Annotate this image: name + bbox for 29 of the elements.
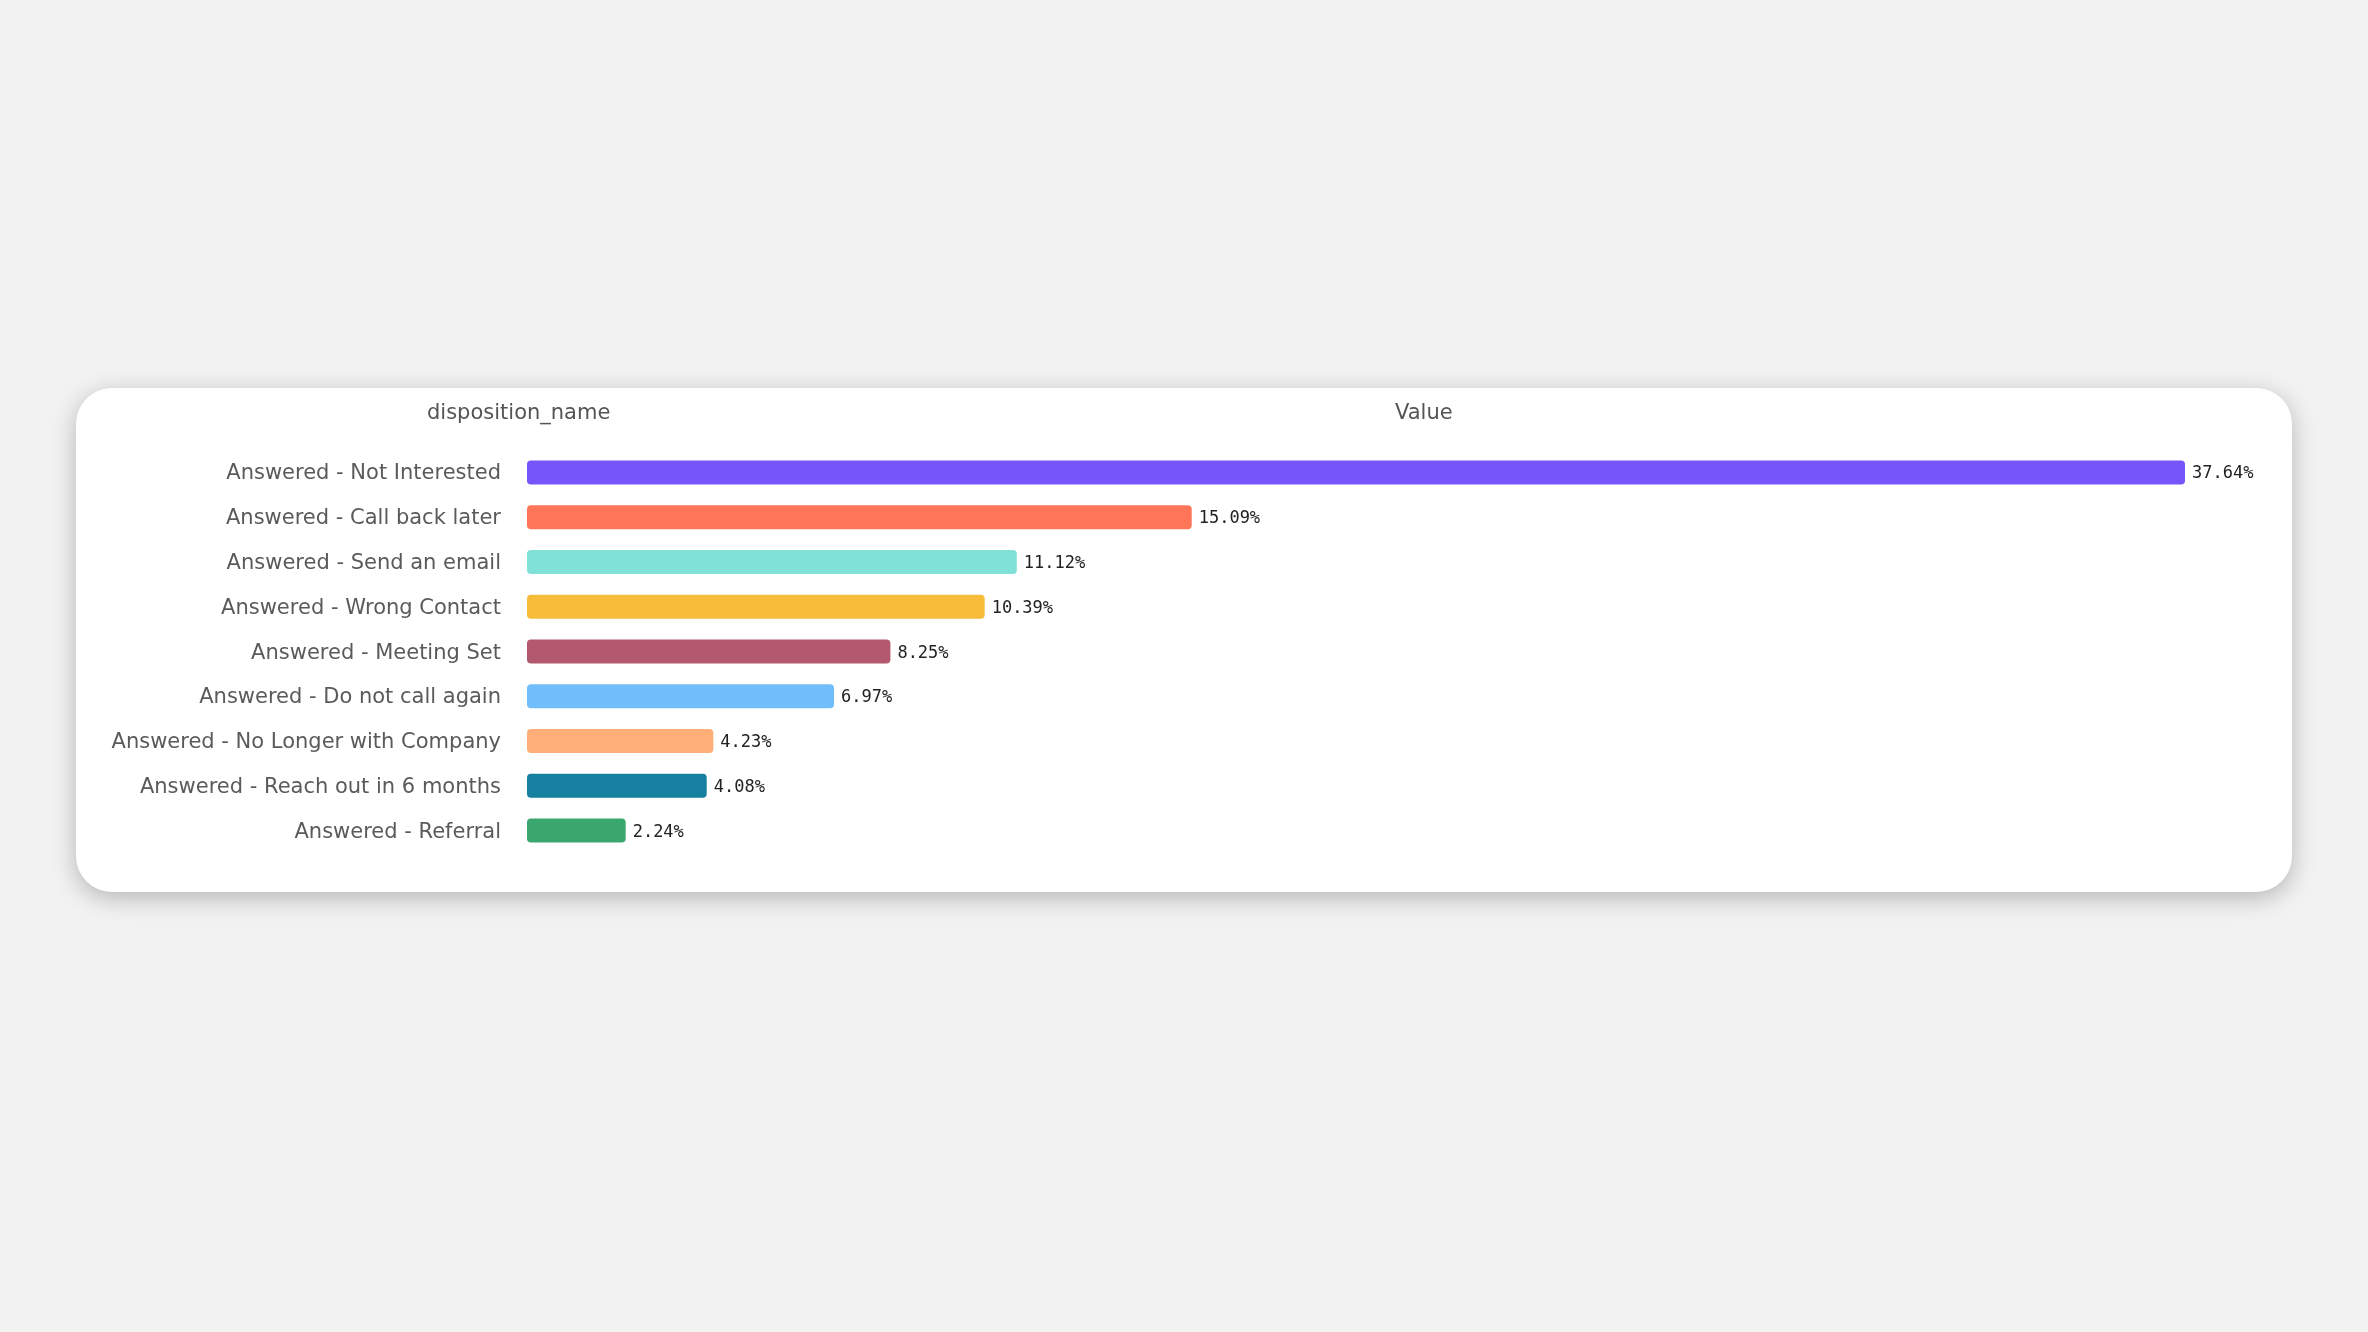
data-label: 15.09% xyxy=(1198,507,1261,528)
y-tick-label: Answered - Wrong Contact xyxy=(221,594,501,619)
bar xyxy=(527,773,707,798)
data-label: 8.25% xyxy=(897,641,949,662)
data-label: 11.12% xyxy=(1023,551,1086,572)
y-tick-label: Answered - Do not call again xyxy=(199,684,501,709)
y-tick-label: Answered - Call back later xyxy=(225,505,502,530)
data-label: 4.23% xyxy=(720,731,772,752)
bar xyxy=(527,505,1192,530)
data-label: 2.24% xyxy=(632,820,684,841)
x-axis-title: Value xyxy=(1395,399,1453,424)
bar xyxy=(527,639,891,664)
bar xyxy=(527,594,985,619)
data-label: 6.97% xyxy=(841,686,893,707)
data-label: 37.64% xyxy=(2192,462,2254,483)
bar xyxy=(527,460,2185,485)
bar xyxy=(527,729,714,754)
y-tick-label: Answered - Not Interested xyxy=(226,460,501,485)
y-axis-title: disposition_name xyxy=(427,399,611,425)
data-label: 10.39% xyxy=(991,596,1054,617)
bar xyxy=(527,549,1017,574)
y-tick-label: Answered - Referral xyxy=(294,818,501,843)
y-tick-label: Answered - Reach out in 6 months xyxy=(139,773,501,798)
bar xyxy=(527,818,626,843)
y-tick-label: Answered - Send an email xyxy=(226,549,501,574)
y-tick-label: Answered - Meeting Set xyxy=(251,639,501,664)
bar xyxy=(527,684,835,709)
y-tick-label: Answered - No Longer with Company xyxy=(111,729,501,754)
data-label: 4.08% xyxy=(713,775,765,796)
